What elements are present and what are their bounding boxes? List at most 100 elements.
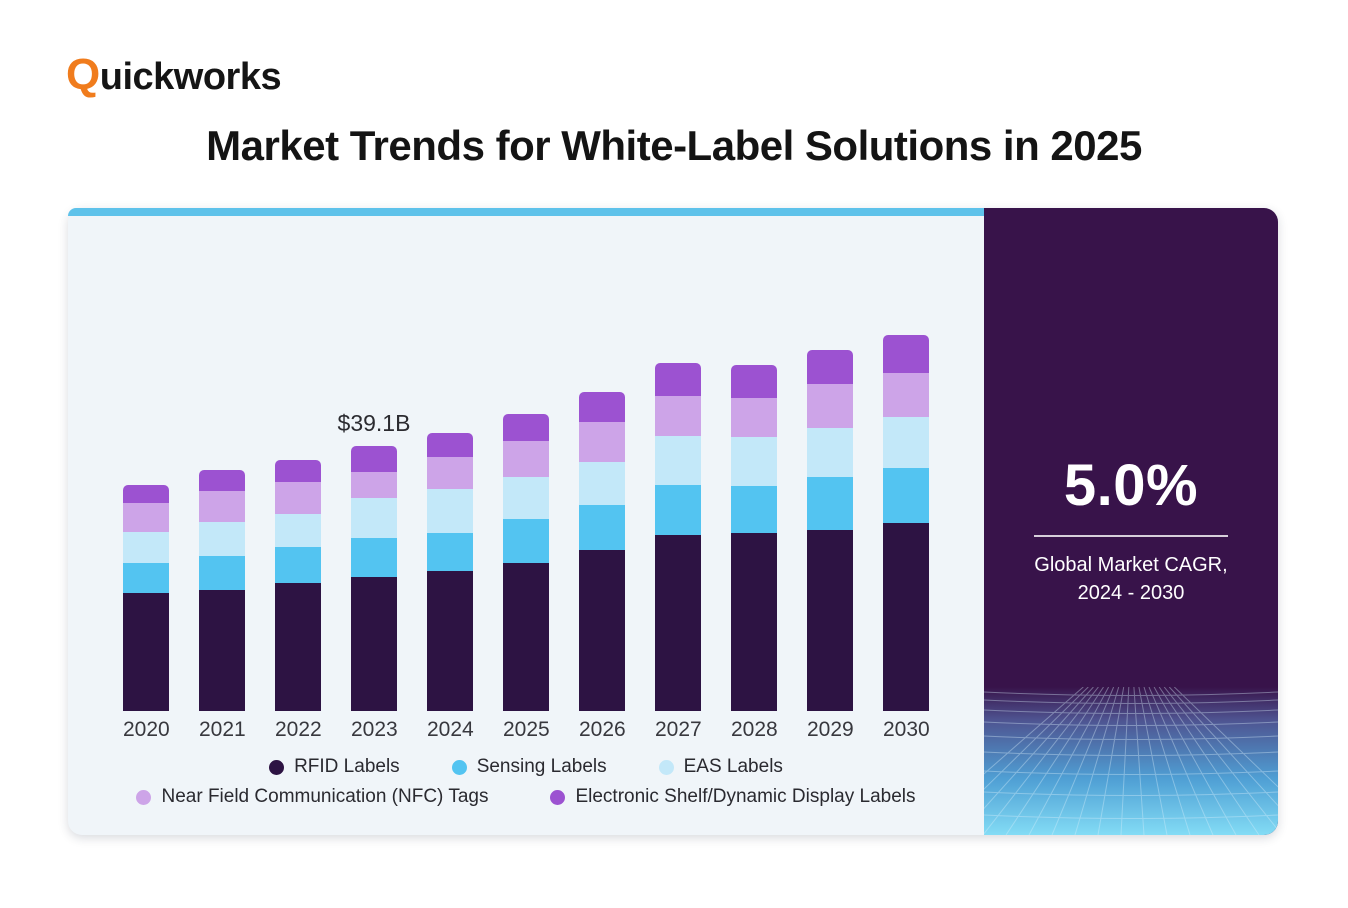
bar-segment bbox=[427, 570, 473, 711]
bar-segment bbox=[579, 504, 625, 550]
chart-legend: RFID Labels Sensing Labels EAS Labels Near… bbox=[68, 756, 984, 808]
bar-segment bbox=[123, 593, 169, 711]
bar-value-annotation: $39.1B bbox=[337, 410, 411, 437]
legend-label: Electronic Shelf/Dynamic Display Labels bbox=[575, 786, 916, 807]
bar-2023: $39.1B bbox=[338, 410, 410, 711]
bar-segment bbox=[351, 498, 397, 538]
page-title: Market Trends for White-Label Solutions … bbox=[206, 122, 1142, 169]
cagr-caption: Global Market CAGR, 2024 - 2030 bbox=[984, 551, 1278, 607]
bar-segment bbox=[503, 518, 549, 564]
legend-row-1: RFID Labels Sensing Labels EAS Labels bbox=[68, 756, 984, 778]
bar-2029 bbox=[807, 350, 853, 711]
bar-2028 bbox=[731, 364, 777, 711]
x-axis-label: 2022 bbox=[275, 718, 322, 741]
legend-label: Near Field Communication (NFC) Tags bbox=[161, 786, 489, 807]
bar-2024 bbox=[427, 433, 473, 711]
bar-segment bbox=[199, 589, 245, 711]
bar-2022 bbox=[275, 460, 321, 711]
bar-segment bbox=[503, 563, 549, 711]
bar-segment bbox=[655, 363, 701, 397]
bar-segment bbox=[655, 436, 701, 485]
legend-item: EAS Labels bbox=[658, 756, 783, 778]
bar-segment bbox=[655, 396, 701, 437]
bar-segment bbox=[579, 392, 625, 422]
bar-2025 bbox=[503, 414, 549, 711]
legend-dot-icon bbox=[658, 759, 674, 775]
bar-segment bbox=[731, 437, 777, 486]
cagr-stat-panel: 5.0% Global Market CAGR, 2024 - 2030 bbox=[984, 208, 1278, 835]
x-labels-row: 2020 2021 2022 2023 2024 2025 2026 2027 2028 2029… bbox=[68, 711, 984, 742]
bar-segment bbox=[123, 484, 169, 503]
bar-segment bbox=[275, 481, 321, 514]
bar-segment bbox=[731, 397, 777, 438]
legend-dot-icon bbox=[451, 759, 467, 775]
x-axis-label: 2027 bbox=[655, 718, 702, 741]
stat-content: 5.0% Global Market CAGR, 2024 - 2030 bbox=[984, 208, 1278, 607]
legend-dot-icon bbox=[269, 759, 285, 775]
bar-2026 bbox=[579, 392, 625, 711]
x-axis-label: 2024 bbox=[427, 718, 474, 741]
bar-segment bbox=[427, 456, 473, 489]
legend-item: Near Field Communication (NFC) Tags bbox=[136, 786, 488, 808]
bar-segment bbox=[123, 502, 169, 533]
bar-2021 bbox=[199, 470, 245, 711]
legend-dot-icon bbox=[550, 789, 566, 805]
stacked-bar-chart: $39.1B 2020 2021 2022 2023 2024 2025 2026 2027 2… bbox=[68, 208, 984, 835]
x-axis-label: 2028 bbox=[731, 718, 778, 741]
bar-segment bbox=[655, 484, 701, 535]
bar-segment bbox=[579, 549, 625, 711]
bar-segment bbox=[883, 523, 929, 711]
bar-segment bbox=[199, 470, 245, 491]
bar-segment bbox=[351, 472, 397, 499]
cagr-caption-line1: Global Market CAGR, bbox=[1034, 554, 1228, 576]
bar-segment bbox=[807, 530, 853, 711]
bar-segment bbox=[731, 532, 777, 711]
bar-segment bbox=[275, 547, 321, 583]
x-axis-label: 2030 bbox=[883, 718, 930, 741]
legend-label: EAS Labels bbox=[683, 756, 783, 777]
card-top-accent-strip bbox=[68, 208, 984, 216]
bar-segment bbox=[427, 532, 473, 571]
bar-segment bbox=[199, 521, 245, 556]
bar-segment bbox=[731, 485, 777, 533]
bar-segment bbox=[351, 446, 397, 473]
legend-row-2: Near Field Communication (NFC) Tags Elect… bbox=[68, 786, 984, 808]
x-axis-label: 2023 bbox=[351, 718, 398, 741]
bar-segment bbox=[655, 534, 701, 711]
bar-segment bbox=[807, 383, 853, 429]
bar-segment bbox=[883, 372, 929, 418]
x-axis-label: 2029 bbox=[807, 718, 854, 741]
bar-segment bbox=[275, 460, 321, 482]
stat-divider bbox=[1034, 535, 1228, 537]
bar-segment bbox=[199, 490, 245, 522]
bars-row: $39.1B bbox=[68, 208, 984, 711]
logo-letter-q: Q bbox=[66, 50, 100, 99]
legend-label: RFID Labels bbox=[294, 756, 400, 777]
legend-label: Sensing Labels bbox=[476, 756, 607, 777]
x-axis-label: 2020 bbox=[123, 718, 170, 741]
bar-segment bbox=[123, 563, 169, 593]
bar-segment bbox=[503, 476, 549, 519]
wireframe-mesh-decoration bbox=[984, 687, 1278, 835]
chart-card: $39.1B 2020 2021 2022 2023 2024 2025 2026 2027 2… bbox=[68, 208, 1278, 835]
bar-segment bbox=[351, 576, 397, 711]
bar-segment bbox=[123, 532, 169, 564]
legend-dot-icon bbox=[136, 789, 152, 805]
cagr-caption-line2: 2024 - 2030 bbox=[1077, 582, 1185, 604]
bar-segment bbox=[199, 555, 245, 590]
x-axis-label: 2025 bbox=[503, 718, 550, 741]
bar-2027 bbox=[655, 363, 701, 711]
bar-segment bbox=[883, 335, 929, 373]
logo-rest: uickworks bbox=[99, 56, 282, 98]
bar-2030 bbox=[883, 335, 929, 711]
x-axis-label: 2021 bbox=[199, 718, 246, 741]
bar-segment bbox=[807, 350, 853, 384]
bar-segment bbox=[807, 428, 853, 478]
bar-segment bbox=[503, 414, 549, 442]
bar-segment bbox=[275, 582, 321, 711]
bar-segment bbox=[579, 462, 625, 505]
quickworks-logo: Quickworks bbox=[66, 50, 282, 100]
bar-segment bbox=[351, 537, 397, 577]
x-axis-label: 2026 bbox=[579, 718, 626, 741]
